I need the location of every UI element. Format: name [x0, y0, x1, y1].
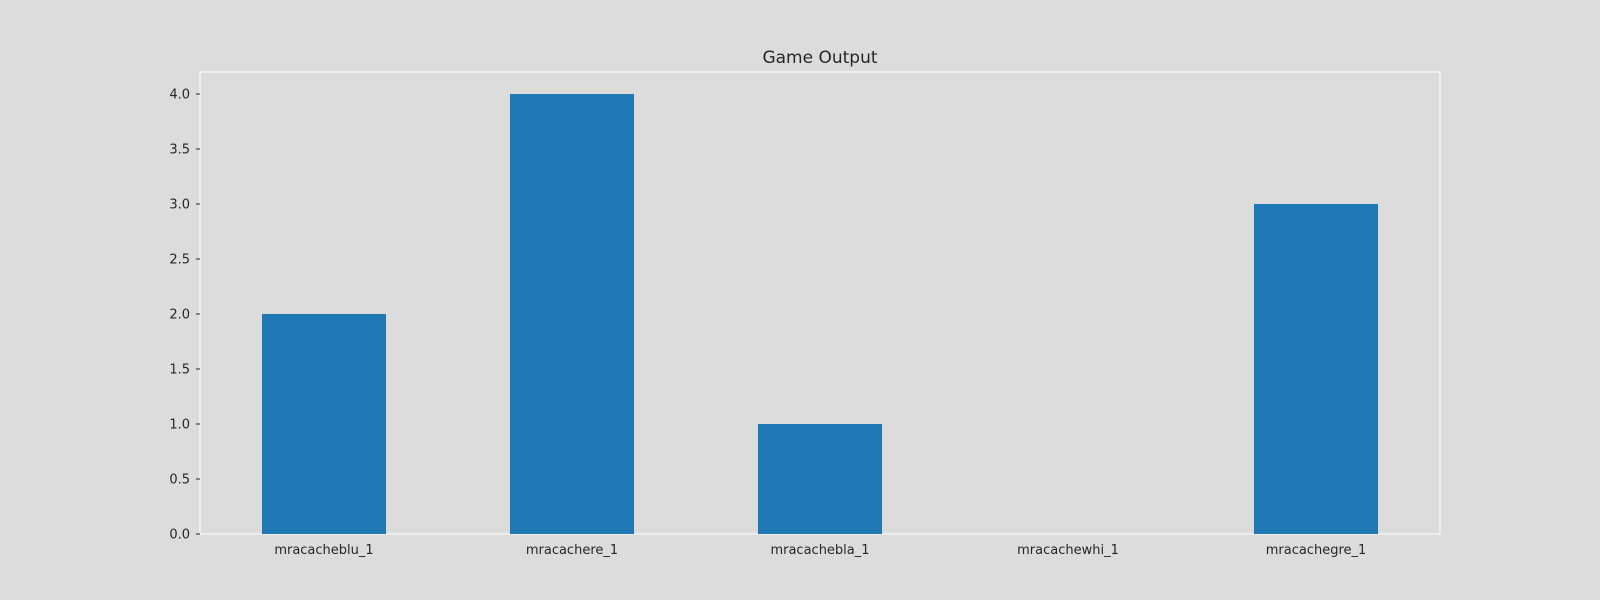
y-tick-label: 3.5	[169, 143, 190, 158]
y-tick-label: 2.5	[169, 253, 190, 268]
y-tick-label: 4.0	[169, 88, 190, 103]
y-tick-label: 0.0	[169, 528, 190, 543]
bar-mracacheblu_1	[262, 314, 386, 534]
y-tick-label: 1.0	[169, 418, 190, 433]
y-axis: 0.0 0.5 1.0 1.5 2.0 2.5 3.0 3.5 4.0	[169, 88, 200, 543]
x-tick-label: mracachegre_1	[1266, 543, 1367, 558]
x-tick-label: mracachere_1	[526, 543, 618, 558]
y-tick-label: 2.0	[169, 308, 190, 323]
y-tick-label: 1.5	[169, 363, 190, 378]
bars-group	[262, 94, 1378, 534]
chart-title: Game Output	[762, 48, 877, 68]
x-tick-label: mracachewhi_1	[1017, 543, 1119, 558]
bar-mracachegre_1	[1254, 204, 1378, 534]
x-tick-label: mracachebla_1	[770, 543, 869, 558]
bar-mracachere_1	[510, 94, 634, 534]
x-tick-label: mracacheblu_1	[274, 543, 373, 558]
y-tick-label: 3.0	[169, 198, 190, 213]
y-tick-label: 0.5	[169, 473, 190, 488]
x-axis: mracacheblu_1 mracachere_1 mracachebla_1 mr…	[274, 543, 1366, 558]
bar-mracachebla_1	[758, 424, 882, 534]
